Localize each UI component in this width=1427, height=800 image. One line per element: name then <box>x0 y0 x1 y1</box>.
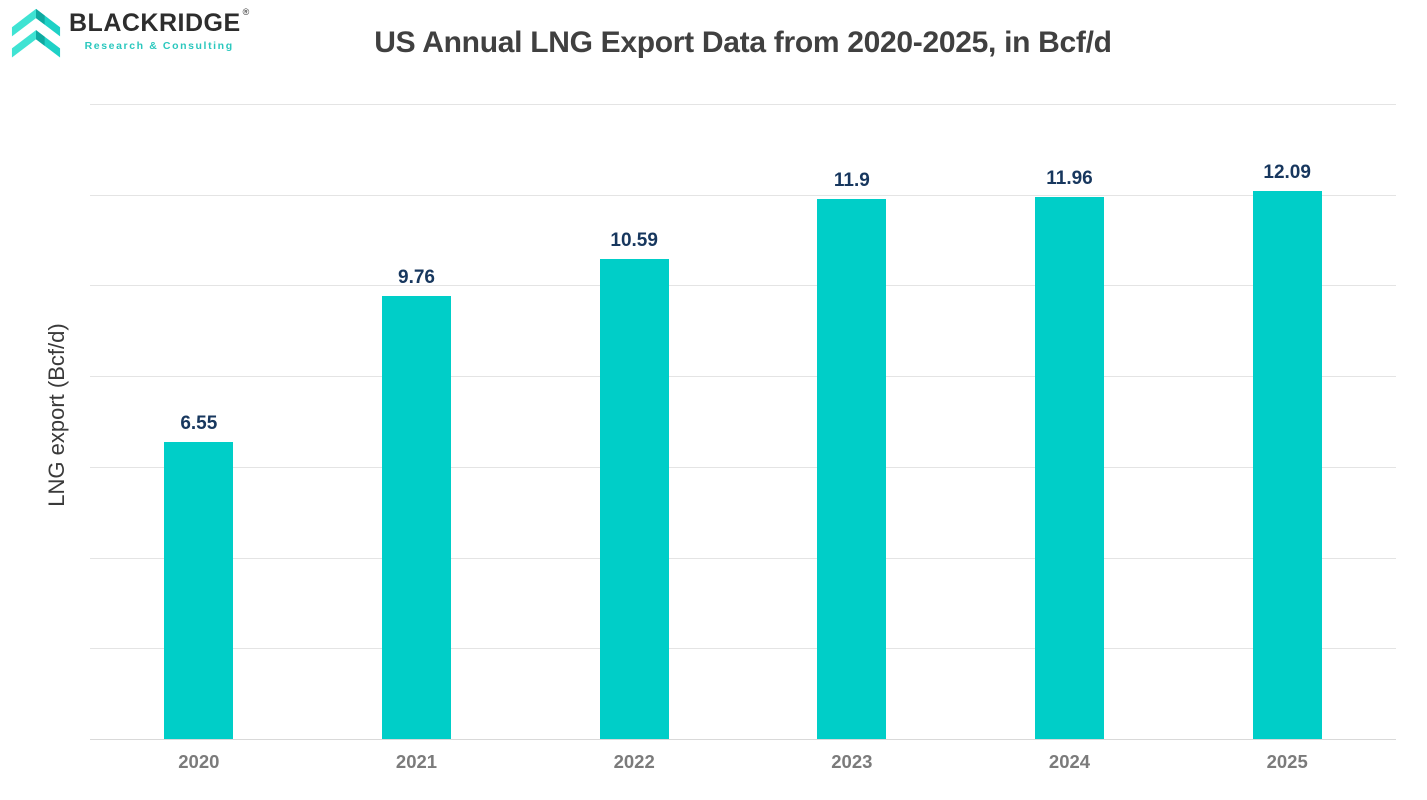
y-axis-title: LNG export (Bcf/d) <box>44 323 69 507</box>
x-tick-label-2021: 2021 <box>395 751 438 772</box>
logo-tagline: Research & Consulting <box>84 40 234 52</box>
gridline <box>90 648 1396 650</box>
x-tick-label-2025: 2025 <box>1266 751 1308 772</box>
x-tick-label-2020: 2020 <box>178 751 220 772</box>
chart-title: US Annual LNG Export Data from 2020-2025… <box>374 26 1112 59</box>
gridline <box>90 376 1396 378</box>
gridline <box>90 285 1396 287</box>
x-axis-line <box>90 739 1396 740</box>
gridline <box>90 466 1396 468</box>
x-tick-label-2023: 2023 <box>831 751 873 772</box>
bar-value-label-2020: 6.55 <box>180 412 218 434</box>
logo-text-block: BLACKRIDGE ® Research & Consulting <box>69 7 250 53</box>
bar-value-label-2023: 11.9 <box>833 170 870 192</box>
bar-2024 <box>1035 196 1104 739</box>
bar-2022 <box>599 258 669 739</box>
bar-2025 <box>1252 190 1322 739</box>
bar-2020 <box>164 441 234 739</box>
bar-value-label-2024: 11.96 <box>1046 167 1093 189</box>
registered-trademark-symbol: ® <box>242 7 250 17</box>
x-tick-label-2022: 2022 <box>613 751 655 772</box>
bar-value-label-2022: 10.59 <box>610 229 658 251</box>
gridline <box>90 104 1396 105</box>
double-chevron-up-icon <box>11 8 61 58</box>
gridline <box>90 194 1396 196</box>
x-tick-label-2024: 2024 <box>1048 751 1091 772</box>
bar-value-label-2021: 9.76 <box>398 267 435 289</box>
bar-value-label-2025: 12.09 <box>1263 161 1311 183</box>
bar-2023 <box>817 199 887 739</box>
gridline <box>90 557 1396 559</box>
bar-2021 <box>382 296 451 739</box>
logo-brand-name: BLACKRIDGE <box>69 9 241 37</box>
plot-area: 6.55 2020 9.76 2021 10.59 2022 11.9 2023 11.96 20… <box>90 104 1396 772</box>
blackridge-logo: BLACKRIDGE ® Research & Consulting <box>8 7 249 59</box>
